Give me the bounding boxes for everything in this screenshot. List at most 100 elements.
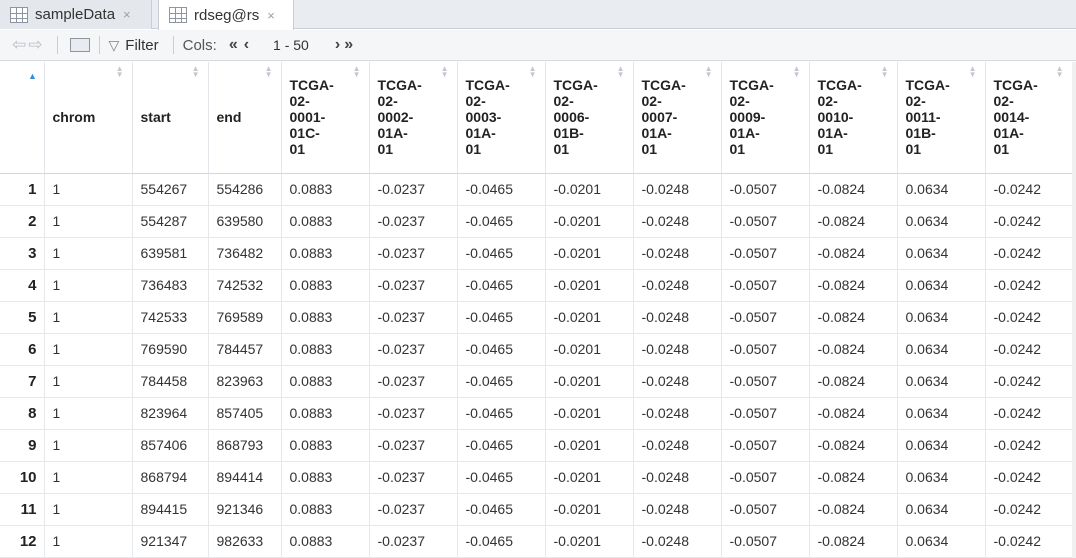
row-number: 4 [0, 269, 45, 302]
sort-icon[interactable]: ▲ ▼ [1055, 64, 1064, 79]
divider [56, 36, 58, 54]
sort-ascending-icon[interactable]: ▲ [28, 71, 37, 81]
table-cell: -0.0507 [721, 333, 810, 366]
column-header[interactable]: end ▲ ▼ [208, 62, 282, 174]
table-cell: 736482 [208, 237, 282, 270]
table-cell: -0.0465 [457, 237, 546, 270]
column-header-label: TCGA- 02- 0001- 01C- 01 [289, 77, 334, 158]
table-row[interactable]: 7 1 784458 823963 0.0883 -0.0237 -0.0465 -0.020… [0, 365, 1073, 398]
table-cell: 0.0883 [281, 365, 370, 398]
sort-icon[interactable]: ▲ ▼ [352, 64, 361, 79]
table-cell: -0.0507 [721, 365, 810, 398]
table-cell: 554287 [132, 205, 209, 238]
prev-columns-button[interactable]: ‹ [243, 36, 250, 53]
sort-icon[interactable]: ▲ ▼ [792, 64, 801, 79]
back-icon[interactable]: ⇦ [12, 35, 27, 54]
forward-icon[interactable]: ⇨ [28, 35, 43, 54]
first-columns-button[interactable]: « [228, 36, 238, 53]
column-header[interactable]: TCGA- 02- 0009- 01A- 01 ▲ ▼ [721, 62, 810, 174]
table-cell: 0.0883 [281, 301, 370, 334]
next-columns-button[interactable]: › [334, 36, 341, 53]
row-number: 12 [0, 525, 45, 558]
table-cell: 857406 [132, 429, 209, 462]
table-cell: -0.0248 [633, 525, 722, 558]
table-cell: -0.0201 [545, 493, 634, 526]
column-header-label: TCGA- 02- 0002- 01A- 01 [377, 77, 422, 158]
sort-icon[interactable]: ▲ ▼ [704, 64, 713, 79]
sort-icon[interactable]: ▲ ▼ [115, 64, 124, 79]
last-columns-button[interactable]: » [344, 36, 353, 53]
table-cell: 769590 [132, 333, 209, 366]
table-cell: -0.0824 [809, 333, 898, 366]
column-header-label: TCGA- 02- 0011- 01B- 01 [905, 77, 950, 158]
table-cell: -0.0237 [369, 461, 458, 494]
table-row[interactable]: 2 1 554287 639580 0.0883 -0.0237 -0.0465 -0.020… [0, 205, 1073, 238]
table-cell: -0.0824 [809, 397, 898, 430]
table-cell: 1 [44, 269, 133, 302]
column-header[interactable]: TCGA- 02- 0010- 01A- 01 ▲ ▼ [809, 62, 898, 174]
column-header[interactable]: TCGA- 02- 0006- 01B- 01 ▲ ▼ [545, 62, 634, 174]
sort-icon[interactable]: ▲ ▼ [968, 64, 977, 79]
table-cell: 639581 [132, 237, 209, 270]
column-header[interactable]: TCGA- 02- 0002- 01A- 01 ▲ ▼ [369, 62, 458, 174]
column-header[interactable]: TCGA- 02- 0007- 01A- 01 ▲ ▼ [633, 62, 722, 174]
sort-icon[interactable]: ▲ ▼ [880, 64, 889, 79]
table-row[interactable]: 11 1 894415 921346 0.0883 -0.0237 -0.0465 -0.02… [0, 493, 1073, 526]
table-row[interactable]: 6 1 769590 784457 0.0883 -0.0237 -0.0465 -0.020… [0, 333, 1073, 366]
row-index-header[interactable]: ▲ [0, 62, 45, 174]
table-cell: 0.0883 [281, 205, 370, 238]
tab-rdseg[interactable]: rdseg@rs × [158, 0, 294, 30]
sort-icon[interactable]: ▲ ▼ [264, 64, 273, 79]
column-header[interactable]: TCGA- 02- 0003- 01A- 01 ▲ ▼ [457, 62, 546, 174]
table-row[interactable]: 3 1 639581 736482 0.0883 -0.0237 -0.0465 -0.020… [0, 237, 1073, 270]
column-header[interactable]: TCGA- 02- 0014- 01A- 01 ▲ ▼ [985, 62, 1073, 174]
close-icon[interactable]: × [123, 7, 131, 22]
table-cell: -0.0201 [545, 397, 634, 430]
table-cell: 0.0883 [281, 237, 370, 270]
table-cell: -0.0824 [809, 173, 898, 206]
table-cell: -0.0201 [545, 429, 634, 462]
table-row[interactable]: 5 1 742533 769589 0.0883 -0.0237 -0.0465 -0.020… [0, 301, 1073, 334]
column-header[interactable]: TCGA- 02- 0011- 01B- 01 ▲ ▼ [897, 62, 986, 174]
divider [172, 36, 174, 54]
scrollbar[interactable] [1072, 62, 1076, 558]
column-header-label: start [140, 109, 171, 126]
table-cell: 0.0883 [281, 525, 370, 558]
table-row[interactable]: 1 1 554267 554286 0.0883 -0.0237 -0.0465 -0.020… [0, 173, 1073, 206]
table-row[interactable]: 10 1 868794 894414 0.0883 -0.0237 -0.0465 -0.02… [0, 461, 1073, 494]
table-cell: -0.0507 [721, 173, 810, 206]
table-row[interactable]: 12 1 921347 982633 0.0883 -0.0237 -0.0465 -0.02… [0, 525, 1073, 558]
table-cell: -0.0242 [985, 365, 1073, 398]
table-row[interactable]: 8 1 823964 857405 0.0883 -0.0237 -0.0465 -0.020… [0, 397, 1073, 430]
sort-icon[interactable]: ▲ ▼ [528, 64, 537, 79]
table-cell: -0.0242 [985, 525, 1073, 558]
table-cell: -0.0824 [809, 301, 898, 334]
table-cell: -0.0465 [457, 397, 546, 430]
row-number: 9 [0, 429, 45, 462]
table-cell: -0.0201 [545, 205, 634, 238]
column-header[interactable]: start ▲ ▼ [132, 62, 209, 174]
filter-button[interactable]: ▽ Filter [109, 37, 159, 54]
column-header[interactable]: TCGA- 02- 0001- 01C- 01 ▲ ▼ [281, 62, 370, 174]
row-number: 5 [0, 301, 45, 334]
tab-sampledata[interactable]: sampleData × [0, 0, 152, 29]
table-cell: 0.0634 [897, 429, 986, 462]
table-cell: 1 [44, 525, 133, 558]
grid-icon [169, 7, 187, 23]
row-number: 2 [0, 205, 45, 238]
show-in-window-icon[interactable] [69, 38, 90, 52]
table-cell: -0.0824 [809, 237, 898, 270]
table-row[interactable]: 9 1 857406 868793 0.0883 -0.0237 -0.0465 -0.020… [0, 429, 1073, 462]
table-cell: 0.0883 [281, 333, 370, 366]
table-cell: -0.0242 [985, 397, 1073, 430]
table-cell: -0.0465 [457, 173, 546, 206]
table-cell: -0.0242 [985, 429, 1073, 462]
close-icon[interactable]: × [267, 7, 275, 23]
table-cell: -0.0237 [369, 429, 458, 462]
table-row[interactable]: 4 1 736483 742532 0.0883 -0.0237 -0.0465 -0.020… [0, 269, 1073, 302]
sort-icon[interactable]: ▲ ▼ [616, 64, 625, 79]
column-header[interactable]: chrom ▲ ▼ [44, 62, 133, 174]
sort-icon[interactable]: ▲ ▼ [440, 64, 449, 79]
sort-icon[interactable]: ▲ ▼ [191, 64, 200, 79]
table-cell: -0.0465 [457, 525, 546, 558]
